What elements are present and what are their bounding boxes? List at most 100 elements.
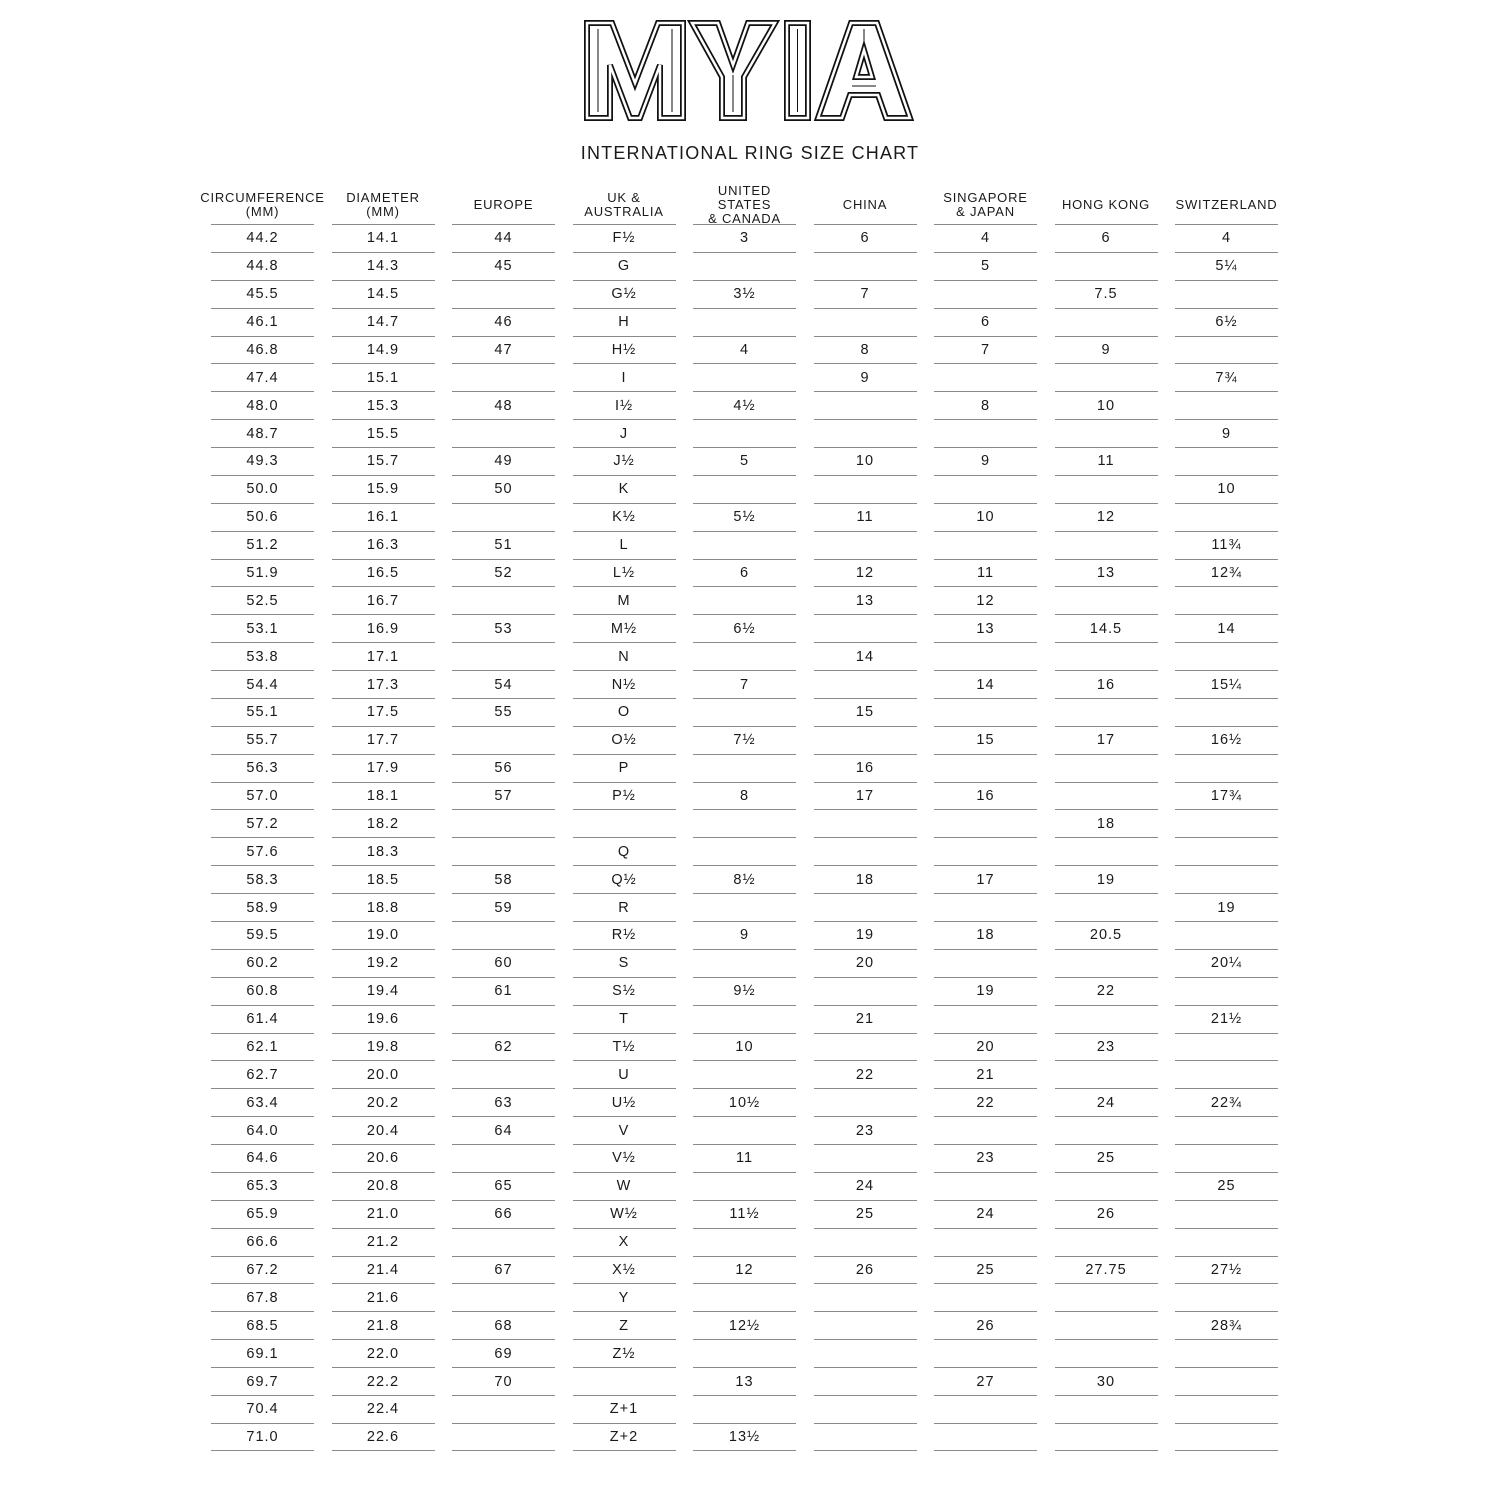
table-cell: 61.4 [211,1004,314,1033]
table-cell: 14.3 [331,251,435,280]
table-cell: 62.7 [211,1060,314,1088]
table-cell [813,1339,917,1367]
table-cell [572,809,676,837]
table-cell: 14.5 [331,279,435,308]
table-cell: J½ [572,447,676,475]
table-cell: 18 [1054,809,1158,837]
table-cell: 8 [693,781,796,810]
table-cell: 20¼ [1175,948,1278,977]
column-header: DIAMETER (MM) [346,190,420,219]
table-cell: 15.7 [331,447,435,475]
table-cell: 47 [452,335,555,364]
table-cell [1054,1227,1158,1256]
table-cell: 14.7 [331,307,435,336]
table-cell [934,419,1037,447]
table-cell [1175,1227,1278,1256]
table-cell: 64.0 [211,1116,314,1144]
table-cell: 11 [693,1144,796,1172]
table-cell: 46.8 [211,335,314,364]
table-cell: I [572,363,676,391]
table-cell [813,1422,917,1451]
table-cell: 63 [452,1088,555,1116]
table-cell: 27 [934,1367,1037,1395]
table-cell: 19 [1175,893,1278,921]
table-cell: 16.7 [331,586,435,614]
table-cell: 17.7 [331,725,435,754]
table-cell [934,1283,1037,1311]
table-cell: 8½ [693,865,796,893]
table-cell: 57 [452,781,555,810]
table-cell [1175,279,1278,308]
table-cell: 12 [693,1255,796,1284]
table-cell [934,1394,1037,1423]
table-cell: 18 [813,865,917,893]
table-cell: 65.9 [211,1199,314,1228]
table-cell: H [572,307,676,336]
table-cell [1175,586,1278,614]
table-cell: 11¾ [1175,530,1278,559]
table-cell: 13 [1054,558,1158,587]
table-cell: 17 [934,865,1037,893]
column-header: SINGAPORE & JAPAN [943,190,1028,219]
table-cell: T½ [572,1032,676,1061]
table-cell: 19 [934,976,1037,1005]
table-cell: 12 [1054,502,1158,531]
table-cell: 27.75 [1054,1255,1158,1284]
table-cell [1054,642,1158,670]
table-cell: 7.5 [1054,279,1158,308]
column-header: UK & AUSTRALIA [584,190,664,219]
table-cell: 17.3 [331,670,435,698]
table-cell [813,976,917,1005]
table-cell [452,502,555,531]
table-cell: 22.6 [331,1422,435,1451]
table-cell [693,307,796,336]
table-cell [1175,753,1278,782]
table-cell: 5½ [693,502,796,531]
table-cell: 19.6 [331,1004,435,1033]
table-cell [813,1144,917,1172]
table-cell: 15 [934,725,1037,754]
table-cell: 20.0 [331,1060,435,1088]
table-cell [1054,1060,1158,1088]
table-cell: 59 [452,893,555,921]
table-cell: T [572,1004,676,1033]
table-cell: 60 [452,948,555,977]
table-cell: 11½ [693,1199,796,1228]
table-cell: 23 [813,1116,917,1144]
table-cell: 14 [1175,614,1278,642]
table-cell [813,670,917,698]
table-cell: 17.5 [331,697,435,726]
table-cell: 58 [452,865,555,893]
table-cell: 25 [934,1255,1037,1284]
table-cell [813,1032,917,1061]
table-cell: L½ [572,558,676,587]
table-cell: 63.4 [211,1088,314,1116]
table-cell [813,474,917,503]
table-cell: 6 [1054,224,1158,252]
table-cell [1175,391,1278,419]
table-cell [1054,530,1158,559]
table-cell: 12½ [693,1311,796,1339]
table-cell [1054,753,1158,782]
table-cell [1175,1032,1278,1061]
table-cell [452,1060,555,1088]
table-cell: 62.1 [211,1032,314,1061]
table-cell: 44.2 [211,224,314,252]
table-cell: R [572,893,676,921]
table-cell [452,1283,555,1311]
table-cell [452,809,555,837]
table-cell: 71.0 [211,1422,314,1451]
table-cell: 54.4 [211,670,314,698]
table-cell [1054,474,1158,503]
table-cell: 4 [934,224,1037,252]
table-cell: 57.0 [211,781,314,810]
table-cell: 48.7 [211,419,314,447]
table-cell: 8 [813,335,917,364]
table-cell [934,1422,1037,1451]
table-cell [1175,1339,1278,1367]
table-cell: 21.0 [331,1199,435,1228]
table-cell [693,1004,796,1033]
table-cell: 44.8 [211,251,314,280]
table-cell [1054,1339,1158,1367]
table-cell: 24 [934,1199,1037,1228]
